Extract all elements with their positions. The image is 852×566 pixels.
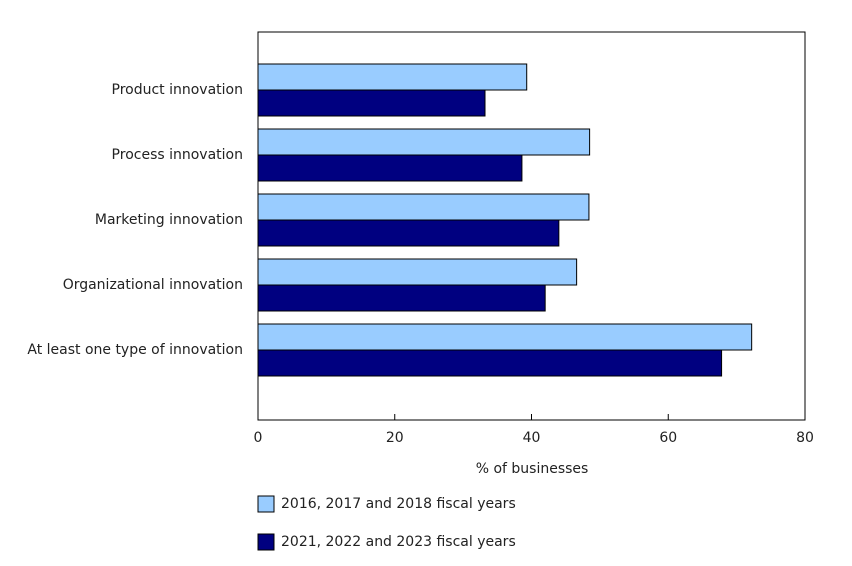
y-tick-label: Product innovation: [112, 82, 244, 98]
x-tick-label: 60: [659, 430, 677, 446]
legend-label: 2016, 2017 and 2018 fiscal years: [281, 496, 516, 512]
bar: [257, 154, 523, 182]
legend-swatch: [257, 495, 275, 513]
x-tick-label: 0: [254, 430, 263, 446]
y-tick-label: Process innovation: [112, 147, 243, 163]
x-tick-label: 20: [386, 430, 404, 446]
y-tick-label: Organizational innovation: [63, 277, 243, 293]
bar: [257, 219, 560, 247]
bar: [257, 284, 546, 312]
bar: [257, 89, 486, 117]
y-tick-label: At least one type of innovation: [27, 342, 243, 358]
bar: [257, 128, 591, 156]
x-axis-label: % of businesses: [476, 461, 589, 477]
bar: [257, 323, 753, 351]
x-tick-label: 80: [796, 430, 814, 446]
bar: [257, 258, 578, 286]
legend-swatch: [257, 533, 275, 551]
bar: [257, 349, 723, 377]
legend-label: 2021, 2022 and 2023 fiscal years: [281, 534, 516, 550]
bar: [257, 63, 528, 91]
x-tick-label: 40: [523, 430, 541, 446]
bar: [257, 193, 590, 221]
y-tick-label: Marketing innovation: [95, 212, 243, 228]
